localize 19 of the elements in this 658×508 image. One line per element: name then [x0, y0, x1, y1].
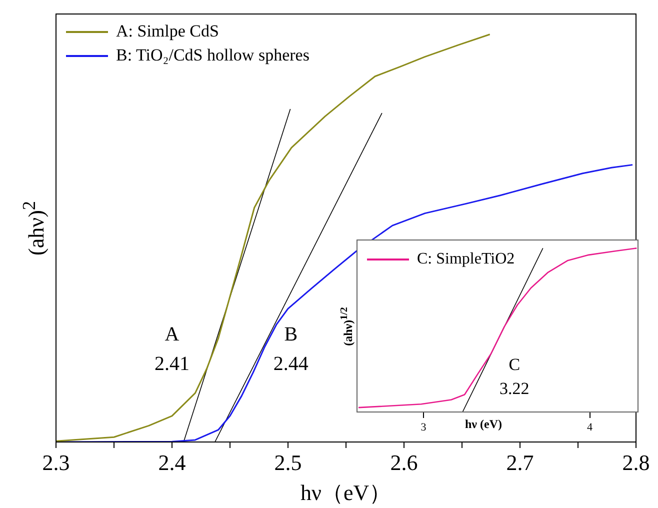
legend-label: B: TiO₂/CdS hollow spheres [116, 45, 310, 64]
annotation: 3.22 [499, 379, 530, 398]
legend-label: A: Simlpe CdS [116, 21, 219, 40]
annotation: 2.44 [273, 353, 308, 376]
annotation: B [284, 323, 298, 346]
annotation: 2.41 [154, 353, 190, 376]
x-tick-label: 2.4 [158, 450, 186, 475]
x-axis-title: hν（eV） [300, 479, 392, 507]
x-tick-label: 2.5 [274, 450, 302, 475]
x-tick-label: 3 [420, 421, 427, 434]
legend-label: C: SimpleTiO2 [417, 250, 515, 268]
x-tick-label: 2.8 [622, 450, 650, 475]
x-tick-label: 2.7 [506, 450, 534, 475]
annotation: A [164, 323, 180, 346]
x-tick-label: 2.3 [42, 450, 70, 475]
x-tick-label: 2.6 [390, 450, 418, 475]
annotation: C [508, 355, 520, 374]
x-axis-title: hν (eV) [465, 417, 502, 432]
x-tick-label: 4 [587, 421, 594, 434]
